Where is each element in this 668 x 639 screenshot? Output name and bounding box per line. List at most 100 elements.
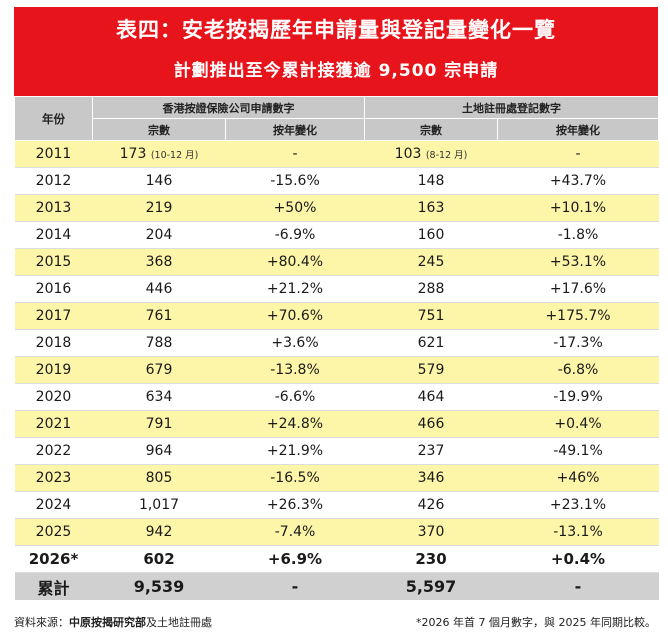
reg-change-cell-value: - xyxy=(575,146,581,162)
reg-change-cell: +10.1% xyxy=(497,194,659,222)
year-cell-value: 2014 xyxy=(35,227,72,243)
data-table: 年份 香港按證保險公司申請數字 土地註冊處登記數字 宗數 按年變化 宗數 按年變… xyxy=(14,96,659,600)
app-change-cell: +21.2% xyxy=(225,275,365,303)
reg-count-cell: 346 xyxy=(364,464,498,492)
source-prefix: 資料來源： xyxy=(14,616,69,629)
reg-count-cell-value: 103 xyxy=(394,146,422,162)
app-change-cell-value: +3.6% xyxy=(271,335,319,351)
year-cell: 2013 xyxy=(14,194,93,222)
reg-change-cell: -19.9% xyxy=(497,383,659,411)
year-cell: 2020 xyxy=(14,383,93,411)
reg-count-cell: 245 xyxy=(364,248,498,276)
app-count-cell-value: 146 xyxy=(145,173,173,189)
app-count-cell: 761 xyxy=(92,302,226,330)
app-change-cell-value: +26.3% xyxy=(266,497,324,513)
year-cell: 2012 xyxy=(14,167,93,195)
reg-count-cell-value: 751 xyxy=(417,308,445,324)
app-count-cell-value: 446 xyxy=(145,281,173,297)
year-column-header: 年份 xyxy=(14,96,93,141)
app-change-cell: +3.6% xyxy=(225,329,365,357)
total-label: 累計 xyxy=(14,572,93,600)
app-count-cell: 791 xyxy=(92,410,226,438)
year-cell: 2019 xyxy=(14,356,93,384)
table-row: 2025 942 -7.4% 370 -13.1% xyxy=(14,518,659,546)
app-count-cell: 805 xyxy=(92,464,226,492)
year-cell-value: 2012 xyxy=(35,173,72,189)
reg-count-cell: 466 xyxy=(364,410,498,438)
app-count-cell-value: 204 xyxy=(145,227,173,243)
reg-count-cell: 751 xyxy=(364,302,498,330)
reg-count-cell-value: 160 xyxy=(417,227,445,243)
app-change-cell-value: -15.6% xyxy=(270,173,320,189)
app-change-cell-value: +80.4% xyxy=(266,254,324,270)
reg-count-cell: 621 xyxy=(364,329,498,357)
footnote: *2026 年首 7 個月數字，與 2025 年同期比較。 xyxy=(416,616,656,629)
page-title: 表四：安老按揭歷年申請量與登記量變化一覽 xyxy=(116,18,556,42)
app-count-cell-value: 679 xyxy=(145,362,173,378)
table-row: 2011 173 (10-12 月) - 103 (8-12 月) - xyxy=(14,140,659,168)
reg-count-cell: 579 xyxy=(364,356,498,384)
app-change-cell: -6.9% xyxy=(225,221,365,249)
app-change-cell: -13.8% xyxy=(225,356,365,384)
reg-change-cell: +53.1% xyxy=(497,248,659,276)
reg-change-cell: +46% xyxy=(497,464,659,492)
reg-change-cell-value: +46% xyxy=(556,470,600,486)
app-change-cell: +26.3% xyxy=(225,491,365,519)
reg-count-cell-value: 466 xyxy=(417,416,445,432)
app-count-cell-period-note: (10-12 月) xyxy=(150,150,199,161)
app-change-cell-value: +24.8% xyxy=(266,416,324,432)
app-count-cell-value: 788 xyxy=(145,335,173,351)
total-reg-count: 5,597 xyxy=(364,572,498,600)
reg-change-cell: -17.3% xyxy=(497,329,659,357)
app-count-cell-value: 173 xyxy=(119,146,147,162)
reg-count-cell-value: 163 xyxy=(417,200,445,216)
table-row: 2019 679 -13.8% 579 -6.8% xyxy=(14,356,659,384)
app-count-cell-value: 791 xyxy=(145,416,173,432)
app-count-cell: 634 xyxy=(92,383,226,411)
app-count-cell: 368 xyxy=(92,248,226,276)
reg-change-cell-value: +175.7% xyxy=(545,308,611,324)
app-count-cell-value: 219 xyxy=(145,200,173,216)
app-count-cell: 146 xyxy=(92,167,226,195)
total-row: 累計 9,539-5,597- xyxy=(14,572,659,600)
reg-change-cell: +0.4% xyxy=(497,545,659,573)
reg-count-cell-value: 148 xyxy=(417,173,445,189)
app-count-cell-value: 602 xyxy=(143,550,175,568)
source-note: 資料來源：中原按揭研究部及土地註冊處 xyxy=(14,614,212,630)
year-cell-value: 2011 xyxy=(35,146,72,162)
subheader-reg-count: 宗數 xyxy=(364,118,498,141)
app-change-cell: +24.8% xyxy=(225,410,365,438)
reg-count-cell: 163 xyxy=(364,194,498,222)
app-change-cell: +6.9% xyxy=(225,545,365,573)
table-row: 2021 791 +24.8% 466 +0.4% xyxy=(14,410,659,438)
reg-count-cell-value: 245 xyxy=(417,254,445,270)
table-row: 2012 146 -15.6% 148 +43.7% xyxy=(14,167,659,195)
reg-change-cell: +23.1% xyxy=(497,491,659,519)
reg-change-cell-value: -19.9% xyxy=(553,389,603,405)
reg-change-cell-value: +0.4% xyxy=(554,416,602,432)
app-change-cell: +21.9% xyxy=(225,437,365,465)
app-count-cell: 679 xyxy=(92,356,226,384)
app-count-cell: 446 xyxy=(92,275,226,303)
table-row: 2015 368 +80.4% 245 +53.1% xyxy=(14,248,659,276)
app-change-cell: - xyxy=(225,140,365,168)
app-change-cell: +70.6% xyxy=(225,302,365,330)
app-count-cell-value: 761 xyxy=(145,308,173,324)
app-count-cell: 204 xyxy=(92,221,226,249)
year-cell: 2026* xyxy=(14,545,93,573)
table-row: 2022 964 +21.9% 237 -49.1% xyxy=(14,437,659,465)
reg-count-cell-value: 621 xyxy=(417,335,445,351)
year-cell-value: 2016 xyxy=(35,281,72,297)
app-count-cell: 964 xyxy=(92,437,226,465)
reg-count-cell: 160 xyxy=(364,221,498,249)
reg-count-cell-value: 288 xyxy=(417,281,445,297)
year-cell-value: 2015 xyxy=(35,254,72,270)
app-change-cell-value: -6.6% xyxy=(274,389,316,405)
table-row: 2020 634 -6.6% 464 -19.9% xyxy=(14,383,659,411)
reg-count-cell: 426 xyxy=(364,491,498,519)
reg-count-cell-value: 370 xyxy=(417,524,445,540)
year-cell-value: 2022 xyxy=(35,443,72,459)
reg-change-cell: -6.8% xyxy=(497,356,659,384)
table-row: 2023 805 -16.5% 346 +46% xyxy=(14,464,659,492)
reg-count-cell-value: 230 xyxy=(415,550,447,568)
